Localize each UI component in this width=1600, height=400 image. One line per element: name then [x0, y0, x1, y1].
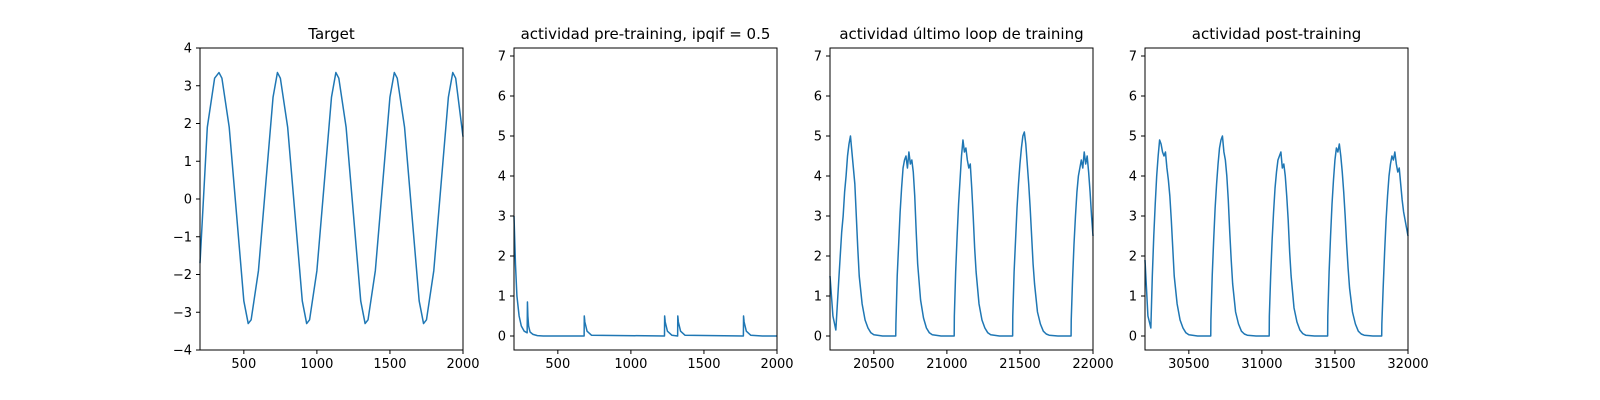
chart-title: actividad último loop de training	[839, 25, 1083, 43]
axes-frame	[513, 47, 778, 351]
y-tick-label: 3	[1129, 210, 1137, 225]
x-tick-label: 30500	[1168, 357, 1209, 372]
y-tick-label: 0	[184, 193, 192, 208]
x-tick-label: 21000	[926, 357, 967, 372]
x-tick-label: 2000	[760, 357, 793, 372]
axes-frame	[1144, 47, 1409, 351]
y-tick-label: −1	[173, 230, 192, 245]
x-tick-label: 1000	[300, 357, 333, 372]
chart-panel-1: 500 1000 1500 2000 −4 −3 −2 −1 0 1 2 3 4 Target	[173, 25, 480, 372]
y-tick-label: 5	[814, 130, 822, 145]
x-tick-label: 21500	[999, 357, 1040, 372]
chart-title: Target	[307, 25, 355, 43]
y-tick-label: 2	[184, 117, 192, 132]
chart-title: actividad post-training	[1192, 25, 1361, 43]
y-tick-label: 6	[498, 90, 506, 105]
series-line-1	[1144, 135, 1409, 337]
y-tick-label: 3	[184, 79, 192, 94]
chart-panel-3: 20500 21000 21500 22000 0 1 2 3 4 5 6 7 actividad úl…	[814, 25, 1114, 372]
y-tick-label: 7	[498, 50, 506, 65]
y-tick-label: 7	[1129, 50, 1137, 65]
series-line-1	[199, 71, 464, 325]
x-tick-label: 1500	[373, 357, 406, 372]
y-tick-label: 1	[498, 290, 506, 305]
y-tick-label: 6	[1129, 90, 1137, 105]
x-tick-label: 500	[545, 357, 570, 372]
x-tick-label: 1500	[687, 357, 720, 372]
y-tick-label: 7	[814, 50, 822, 65]
y-tick-label: −3	[173, 306, 192, 321]
axes-frame	[829, 47, 1094, 351]
y-tick-label: 4	[498, 170, 506, 185]
y-tick-label: 1	[1129, 290, 1137, 305]
y-tick-label: 3	[498, 210, 506, 225]
y-tick-label: 0	[1129, 330, 1137, 345]
y-tick-label: 4	[814, 170, 822, 185]
chart-panel-2: 500 1000 1500 2000 0 1 2 3 4 5 6 7 actividad pre-tra…	[498, 25, 794, 372]
series-line-1	[829, 131, 1094, 337]
x-tick-label: 500	[231, 357, 256, 372]
chart-panel-4: 30500 31000 31500 32000 0 1 2 3 4 5 6 7 actividad po…	[1129, 25, 1429, 372]
y-tick-label: 3	[814, 210, 822, 225]
x-tick-label: 32000	[1387, 357, 1428, 372]
y-tick-label: 6	[814, 90, 822, 105]
y-tick-label: −4	[173, 344, 192, 359]
series-line-1	[513, 215, 777, 337]
y-tick-label: 0	[498, 330, 506, 345]
y-tick-label: 2	[498, 250, 506, 265]
x-tick-label: 31000	[1241, 357, 1282, 372]
y-tick-label: 4	[1129, 170, 1137, 185]
x-tick-label: 2000	[446, 357, 479, 372]
x-tick-label: 20500	[853, 357, 894, 372]
y-tick-label: 5	[498, 130, 506, 145]
x-tick-label: 31500	[1314, 357, 1355, 372]
y-tick-label: 2	[1129, 250, 1137, 265]
y-tick-label: 1	[814, 290, 822, 305]
y-tick-label: 2	[814, 250, 822, 265]
x-tick-label: 22000	[1072, 357, 1113, 372]
x-tick-label: 1000	[614, 357, 647, 372]
y-tick-label: −2	[173, 268, 192, 283]
y-tick-label: 4	[184, 42, 192, 57]
y-tick-label: 0	[814, 330, 822, 345]
chart-title: actividad pre-training, ipqif = 0.5	[521, 25, 771, 43]
y-tick-label: 5	[1129, 130, 1137, 145]
y-tick-label: 1	[184, 155, 192, 170]
